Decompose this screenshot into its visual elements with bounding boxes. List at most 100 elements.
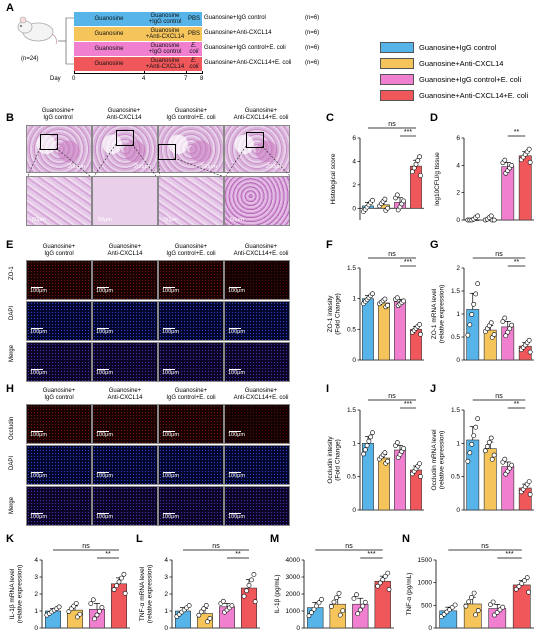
histology-zoom <box>26 176 92 226</box>
fluor-image <box>224 342 290 382</box>
scale-label: 100μm <box>162 432 179 438</box>
scale-label: 100μm <box>96 473 113 479</box>
col-header: Guanosine+ IgG control+E. coli <box>166 388 216 401</box>
col-header: Guanosine+ Anti-CXCL14+E. coli <box>233 388 289 401</box>
scale-label: 200μm <box>134 164 151 170</box>
scale-label: 100μm <box>30 473 47 479</box>
timeline-seg-guanosine: Guanosine <box>74 42 144 56</box>
row-n: (n=6) <box>305 15 320 21</box>
chart-m: 0 1000 2000 3000 4000 IL-1β (pg/mL) ns *** <box>274 543 394 632</box>
scale-bar <box>31 431 43 432</box>
y-axis-label: Histological score <box>330 153 337 204</box>
fluor-image <box>158 404 224 444</box>
y-axis-label: TNF-α (pg/mL) <box>406 573 413 616</box>
zoom-box <box>246 132 264 148</box>
data-point <box>509 162 515 168</box>
data-point <box>119 575 124 581</box>
data-point <box>314 603 319 609</box>
data-point <box>336 590 342 596</box>
data-point <box>418 474 423 479</box>
fluor-image <box>26 342 92 382</box>
fluor-image <box>26 486 92 526</box>
data-point <box>469 312 475 317</box>
row-label-dapi: DAPI <box>9 455 15 470</box>
day-label: Day <box>50 76 61 82</box>
sig-label: ns <box>388 251 396 258</box>
y-tick-label: 2 <box>456 265 460 272</box>
data-point <box>475 416 481 422</box>
data-point <box>92 616 97 622</box>
y-axis-label: (relative expression) <box>439 431 446 490</box>
data-point <box>401 298 406 304</box>
row-n: (n=6) <box>305 45 320 51</box>
data-point <box>121 571 127 577</box>
data-point <box>526 146 532 152</box>
scale-label: 100μm <box>228 432 245 438</box>
data-point <box>527 492 533 497</box>
data-point <box>385 302 390 308</box>
data-point <box>316 600 322 606</box>
scale-bar <box>31 287 43 288</box>
day-value: 7 <box>184 76 188 82</box>
fluor-image <box>92 342 158 382</box>
y-axis-label: Occludin intesity <box>327 436 334 484</box>
scale-bar <box>97 472 109 473</box>
data-point <box>516 583 522 589</box>
panel-label-a: A <box>6 2 14 14</box>
data-point <box>473 612 478 618</box>
y-tick-label: 0.5 <box>347 326 356 333</box>
scale-bar <box>97 287 109 288</box>
data-point <box>309 610 314 615</box>
scale-label: 50μm <box>32 217 46 223</box>
scale-label: 200μm <box>266 164 283 170</box>
data-point <box>418 173 423 178</box>
data-point <box>394 192 400 198</box>
chart-n: 0 500 1000 1500 TNF-α (pg/mL) ns *** <box>406 543 534 632</box>
data-point <box>357 607 363 613</box>
panel-label-h: H <box>6 383 14 395</box>
data-point <box>475 281 481 287</box>
data-point <box>473 291 479 297</box>
scale-label: 200μm <box>200 164 217 170</box>
data-point <box>370 430 375 436</box>
data-point <box>364 443 370 448</box>
data-point <box>410 169 415 175</box>
sig-label: ns <box>212 543 220 550</box>
y-tick-label: 4 <box>456 162 460 169</box>
data-point <box>196 612 202 618</box>
scale-label: 100μm <box>162 514 179 520</box>
data-point <box>90 597 96 603</box>
sig-label: ns <box>388 121 396 128</box>
scale-label: 100μm <box>96 288 113 294</box>
y-tick-label: 0 <box>456 357 460 364</box>
data-point <box>417 154 422 160</box>
data-point <box>252 599 258 605</box>
data-point <box>502 157 508 163</box>
row-label-occludin: Occludin <box>9 416 15 440</box>
y-axis-label: ZO-1 mRNA level <box>431 288 438 339</box>
panel-label-l: L <box>136 533 143 545</box>
col-header: Guanosine+ Anti-CXCL14+E. coli <box>233 244 289 257</box>
scale-bar <box>97 369 109 370</box>
bar <box>378 302 390 361</box>
timeline-seg-treatment: Guanosine +Anti-CXCL14 <box>144 57 186 71</box>
y-tick-label: 3000 <box>286 574 301 581</box>
y-tick-label: 4 <box>164 557 168 564</box>
data-point <box>471 433 477 439</box>
day-tick <box>202 71 203 74</box>
sig-label: ** <box>105 551 111 558</box>
scale-bar <box>163 369 175 370</box>
sig-label: *** <box>404 401 412 408</box>
data-point <box>368 434 374 440</box>
fluor-image <box>26 260 92 300</box>
data-point <box>475 213 481 219</box>
y-tick-label: 0 <box>34 625 38 632</box>
y-tick-label: 2000 <box>286 591 301 598</box>
data-point <box>94 612 100 618</box>
data-point <box>475 608 481 613</box>
chart-g: 0 0.5 1 1.5 2 ZO-1 mRNA level (relative expres… <box>431 251 534 364</box>
zoom-connectors <box>27 143 291 177</box>
legend-item: Guanosine+Anti-CXCL14+E. coli <box>380 90 528 101</box>
sig-label: ns <box>495 393 503 400</box>
panel-label-b: B <box>6 112 14 124</box>
